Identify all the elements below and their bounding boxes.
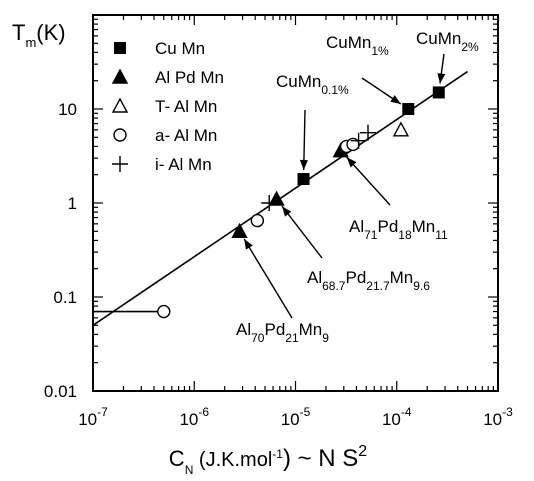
- annotation-label: CuMn1%: [326, 33, 389, 58]
- x-axis-label-tail: (J.K.mol: [193, 449, 272, 471]
- data-point-i-al-mn: [261, 195, 278, 211]
- legend-marker: [111, 97, 129, 113]
- data-point-cu-mn: [402, 103, 415, 115]
- annotation-text: Al: [307, 268, 322, 287]
- y-tick-label: 0.1: [53, 288, 77, 307]
- annotation-subscript: 68.7: [322, 279, 346, 293]
- x-axis-label-sub: N: [185, 463, 194, 477]
- annotation-subscript: 21: [285, 331, 299, 345]
- data-point-cu-mn: [297, 173, 310, 186]
- x-tick-exponent: -4: [401, 405, 412, 419]
- annotation-subscript: 2%: [461, 40, 479, 54]
- x-tick-base: 10: [78, 410, 97, 429]
- x-tick-label: 10-4: [382, 405, 412, 429]
- annotation-arrowhead: [346, 157, 357, 168]
- annotation-label: CuMn2%: [416, 29, 479, 54]
- annotation-text: Pd: [345, 268, 366, 287]
- y-axis-label-sub: m: [25, 35, 36, 50]
- annotation-subscript: 9: [322, 331, 329, 345]
- annotation-subscript: 71: [364, 228, 378, 242]
- y-tick-label: 0.01: [44, 382, 77, 401]
- annotation-subscript: 9.6: [413, 279, 430, 293]
- x-tick-label: 10-3: [483, 405, 513, 429]
- annotation-subscript: 0.1%: [321, 83, 349, 97]
- x-axis-label-tail2: ) ~ N S: [283, 445, 358, 472]
- annotation-subscript: 1%: [371, 44, 389, 58]
- annotation-arrow: [346, 156, 391, 206]
- annotation-label: Al68.7Pd21.7Mn9.6: [307, 268, 430, 293]
- y-tick-label: 1: [68, 194, 77, 213]
- legend-marker: [113, 128, 127, 142]
- y-tick-label: 10: [58, 100, 77, 119]
- legend-marker: [112, 156, 128, 172]
- annotation-subscript: 70: [251, 331, 265, 345]
- x-axis-label-sup2: 2: [358, 443, 367, 460]
- legend-label: T- Al Mn: [155, 97, 217, 116]
- annotation-arrow: [281, 205, 323, 259]
- data-point-i-al-mn: [359, 124, 376, 141]
- annotation-arrowhead: [299, 159, 308, 171]
- annotation-text: Pd: [377, 217, 398, 236]
- x-tick-exponent: -3: [502, 405, 513, 419]
- y-axis-label-main: T: [12, 20, 25, 45]
- x-axis-label: CN (J.K.mol-1) ~ N S2: [169, 443, 368, 477]
- y-axis-label-tail: (K): [36, 20, 65, 45]
- legend-label: i- Al Mn: [155, 155, 212, 174]
- data-point-i-al-mn: [350, 132, 367, 149]
- data-point-t-al-mn: [392, 121, 410, 137]
- legend-marker: [114, 42, 126, 54]
- annotation-text: Mn: [390, 268, 414, 287]
- y-axis-label: Tm(K): [12, 20, 66, 50]
- annotation-text: Al: [349, 217, 364, 236]
- data-point-cu-mn: [432, 86, 445, 99]
- legend-label: Cu Mn: [155, 39, 205, 58]
- annotation-text: Pd: [264, 320, 285, 339]
- x-tick-label: 10-7: [78, 405, 108, 429]
- annotation-subscript: 18: [398, 228, 412, 242]
- data-point-a-al-mn: [157, 304, 171, 319]
- annotation-text: Al: [236, 320, 251, 339]
- annotation-text: Mn: [299, 320, 323, 339]
- x-tick-exponent: -5: [300, 405, 311, 419]
- annotation-text: CuMn: [326, 33, 371, 52]
- x-tick-base: 10: [382, 410, 401, 429]
- x-tick-base: 10: [281, 410, 300, 429]
- legend-label: a- Al Mn: [155, 126, 217, 145]
- x-axis-label-main: C: [169, 446, 185, 471]
- data-point-a-al-mn: [250, 213, 265, 228]
- x-tick-label: 10-6: [179, 405, 209, 429]
- annotation-label: CuMn0.1%: [276, 72, 349, 97]
- annotation-label: Al71Pd18Mn11: [349, 217, 448, 242]
- annotation-text: CuMn: [416, 29, 461, 48]
- annotation-arrow: [303, 109, 306, 171]
- legend-label: Al Pd Mn: [155, 68, 224, 87]
- x-tick-base: 10: [179, 410, 198, 429]
- annotation-label: Al70Pd21Mn9: [236, 320, 329, 345]
- x-tick-label: 10-5: [281, 405, 311, 429]
- annotation-arrowhead: [282, 206, 292, 217]
- annotation-arrow: [243, 238, 293, 319]
- annotation-text: Mn: [412, 217, 436, 236]
- x-tick-exponent: -6: [198, 405, 209, 419]
- legend-marker: [111, 68, 129, 84]
- annotation-arrowhead: [244, 238, 253, 250]
- annotation-arrowhead: [390, 95, 401, 104]
- annotation-subscript: 21.7: [366, 279, 390, 293]
- x-tick-exponent: -7: [97, 405, 108, 419]
- x-axis-label-sup: -1: [272, 447, 283, 461]
- x-tick-base: 10: [483, 410, 502, 429]
- annotation-text: CuMn: [276, 72, 321, 91]
- data-point-al-pd-mn: [268, 190, 285, 206]
- annotation-arrowhead: [437, 73, 446, 84]
- data-point-al-pd-mn: [231, 222, 248, 238]
- annotation-subscript: 11: [435, 228, 448, 242]
